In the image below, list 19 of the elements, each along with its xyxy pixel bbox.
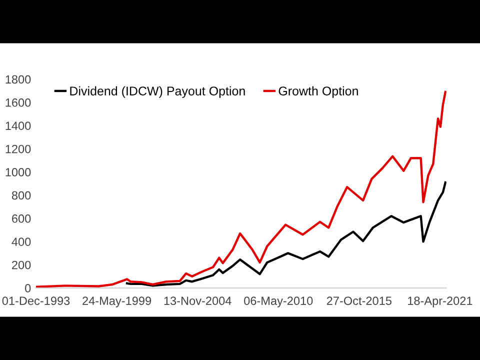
y-tick-label: 1200 <box>6 144 31 154</box>
x-tick-label: 18-Apr-2021 <box>408 296 472 308</box>
x-tick-label: 06-May-2010 <box>244 296 313 308</box>
x-tick-label: 01-Dec-1993 <box>2 296 70 306</box>
legend-label: Growth Option <box>278 86 358 98</box>
y-tick-label: 600 <box>12 214 31 223</box>
x-tick-label: 24-May-1999 <box>82 296 152 308</box>
x-tick-label: 13-Nov-2004 <box>164 296 232 306</box>
x-tick-label: 27-Oct-2015 <box>326 296 392 306</box>
y-tick-label: 200 <box>12 260 31 270</box>
y-tick-label: 800 <box>12 191 31 200</box>
y-tick-label: 1800 <box>6 75 31 84</box>
y-tick-label: 400 <box>12 238 31 246</box>
y-tick-label: 1000 <box>6 168 31 176</box>
line-series <box>126 181 446 287</box>
y-tick-label: 0 <box>25 284 31 292</box>
y-tick-label: 1600 <box>6 98 31 107</box>
y-tick-label: 1400 <box>6 122 31 130</box>
legend-label: Dividend (IDCW) Payout Option <box>70 86 245 98</box>
